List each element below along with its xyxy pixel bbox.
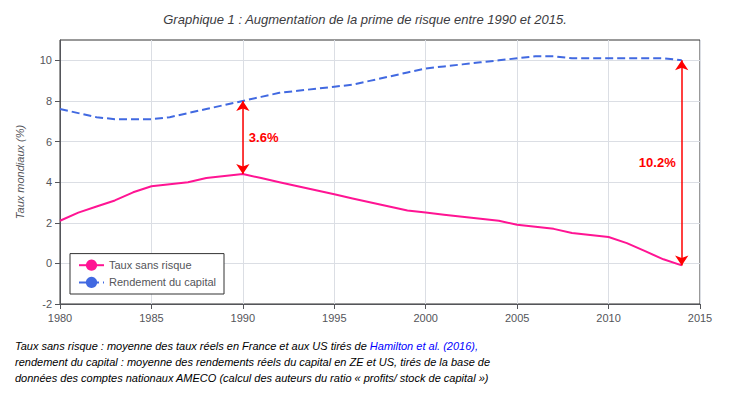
svg-text:Taux mondiaux (%): Taux mondiaux (%) (14, 124, 26, 219)
svg-text:1985: 1985 (139, 312, 163, 324)
svg-text:Taux sans risque : moyenne des: Taux sans risque : moyenne des taux réel… (15, 340, 370, 352)
svg-text:2015: 2015 (688, 312, 712, 324)
svg-text:1980: 1980 (48, 312, 72, 324)
svg-text:10: 10 (40, 54, 52, 66)
svg-text:2005: 2005 (505, 312, 529, 324)
svg-text:2: 2 (46, 217, 52, 229)
svg-text:Hamilton et al. (2016),: Hamilton et al. (2016), (370, 340, 478, 352)
svg-text:1995: 1995 (322, 312, 346, 324)
svg-text:6: 6 (46, 136, 52, 148)
svg-text:2000: 2000 (413, 312, 437, 324)
svg-text:Graphique 1 : Augmentation de: Graphique 1 : Augmentation de la prime d… (163, 12, 567, 27)
svg-text:8: 8 (46, 95, 52, 107)
svg-text:10.2%: 10.2% (639, 155, 676, 170)
svg-text:3.6%: 3.6% (249, 130, 279, 145)
svg-text:0: 0 (46, 257, 52, 269)
svg-text:1990: 1990 (231, 312, 255, 324)
svg-text:-2: -2 (42, 298, 52, 310)
svg-text:Rendement du capital: Rendement du capital (109, 276, 216, 288)
svg-text:rendement du capital : moyenne: rendement du capital : moyenne des rende… (15, 356, 490, 368)
svg-text:Taux sans risque: Taux sans risque (109, 259, 192, 271)
svg-text:données des comptes nationaux: données des comptes nationaux AMECO (cal… (15, 372, 489, 384)
svg-text:2010: 2010 (596, 312, 620, 324)
svg-text:4: 4 (46, 176, 52, 188)
